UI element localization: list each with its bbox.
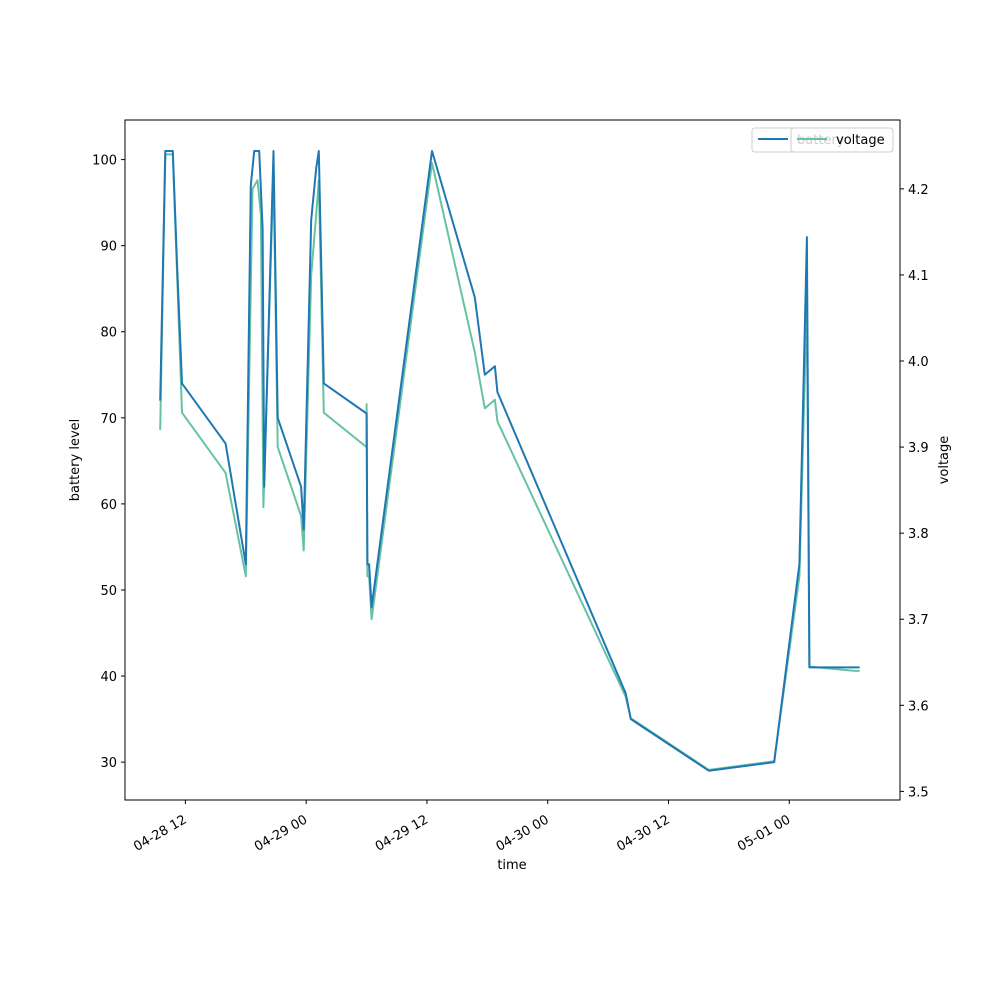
y2-tick-label: 4.0 <box>908 355 929 370</box>
y-tick-label: 30 <box>100 756 117 771</box>
y2-tick-label: 3.9 <box>908 441 929 456</box>
y2-tick-label: 3.8 <box>908 527 929 542</box>
plot-frame <box>124 119 901 801</box>
series-line-battery <box>159 150 860 772</box>
y2-tick-label: 3.6 <box>908 699 929 714</box>
x-axis-title: time <box>497 858 526 873</box>
y-axis-left: 30 40 50 60 70 80 90 100 <box>92 154 125 771</box>
y2-tick-label: 4.1 <box>908 269 929 284</box>
legend-voltage-label: voltage <box>836 133 885 148</box>
series-layer <box>159 150 860 772</box>
y-tick-label: 100 <box>92 154 117 169</box>
y-tick-label: 50 <box>100 584 117 599</box>
y-tick-label: 80 <box>100 326 117 341</box>
y-axis-title: battery level <box>68 419 83 502</box>
y-tick-label: 90 <box>100 240 117 255</box>
y2-axis-title: voltage <box>937 436 952 485</box>
y2-tick-label: 4.2 <box>908 183 929 198</box>
y-axis-right: 3.5 3.6 3.7 3.8 3.9 4.0 4.1 4.2 <box>900 183 929 800</box>
y-tick-label: 60 <box>100 498 117 513</box>
y2-tick-label: 3.5 <box>908 785 929 800</box>
y2-tick-label: 3.7 <box>908 613 929 628</box>
y-tick-label: 70 <box>100 412 117 427</box>
y-tick-label: 40 <box>100 670 117 685</box>
legend-voltage-frame <box>790 127 894 153</box>
legend-voltage: voltage <box>790 127 894 153</box>
